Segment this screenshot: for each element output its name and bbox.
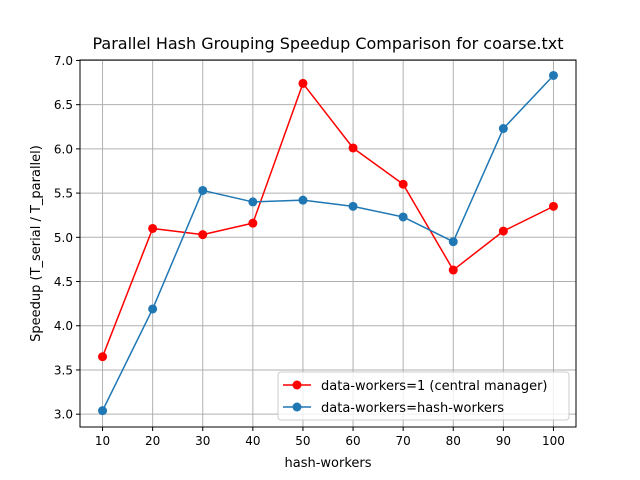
x-tick-label: 80 <box>446 434 461 448</box>
x-tick-label: 50 <box>295 434 310 448</box>
data-point-series-1 <box>348 201 358 211</box>
data-point-series-1 <box>298 195 308 205</box>
y-tick-label: 3.5 <box>54 363 73 377</box>
chart-title: Parallel Hash Grouping Speedup Compariso… <box>92 34 563 53</box>
data-point-series-0 <box>448 265 458 275</box>
x-tick-label: 20 <box>145 434 160 448</box>
y-tick-label: 3.0 <box>54 408 73 422</box>
series-layer <box>98 70 558 416</box>
x-tick-label: 70 <box>396 434 411 448</box>
x-tick-label: 90 <box>496 434 511 448</box>
data-point-series-0 <box>248 218 258 228</box>
series-line-0 <box>101 82 554 357</box>
legend-box <box>277 371 570 421</box>
data-point-series-1 <box>198 185 208 195</box>
series-line-1 <box>101 74 554 411</box>
y-axis-label: Speedup (T_serial / T_parallel) <box>29 145 44 342</box>
data-point-series-1 <box>98 406 108 416</box>
x-tick-label: 40 <box>245 434 260 448</box>
legend-label-hash-workers: data-workers=hash-workers <box>321 401 504 416</box>
data-point-series-1 <box>398 212 408 222</box>
data-point-series-0 <box>98 352 108 362</box>
y-tick-label: 5.0 <box>54 231 73 245</box>
x-tick-label: 10 <box>95 434 110 448</box>
data-point-series-0 <box>198 230 208 240</box>
y-tick-label: 6.5 <box>54 98 73 112</box>
legend-marker-hash-workers <box>292 402 302 412</box>
x-tick-label: 30 <box>195 434 210 448</box>
data-point-series-1 <box>248 197 258 207</box>
x-tick-label: 100 <box>542 434 565 448</box>
y-tick-label: 4.5 <box>54 275 73 289</box>
legend-label-central-manager: data-workers=1 (central manager) <box>321 379 548 394</box>
data-point-series-1 <box>548 70 558 80</box>
y-axis-ticks: 3.0 3.5 4.0 4.5 5.0 5.5 6.0 6.5 7.0 <box>54 54 80 422</box>
data-point-series-1 <box>498 124 508 134</box>
x-axis-label: hash-workers <box>284 456 371 471</box>
x-axis-ticks: 10 20 30 40 50 60 70 80 90 100 <box>95 427 565 448</box>
data-point-series-0 <box>348 143 358 153</box>
data-point-series-1 <box>148 304 158 314</box>
legend: data-workers=1 (central manager) data-wo… <box>277 371 570 421</box>
y-tick-label: 6.0 <box>54 142 73 156</box>
x-tick-label: 60 <box>345 434 360 448</box>
data-point-series-0 <box>548 201 558 211</box>
y-tick-label: 7.0 <box>54 54 73 68</box>
data-point-series-0 <box>298 78 308 88</box>
legend-marker-central-manager <box>292 380 302 390</box>
y-tick-label: 5.5 <box>54 187 73 201</box>
data-point-series-0 <box>148 223 158 233</box>
y-tick-label: 4.0 <box>54 319 73 333</box>
data-point-series-1 <box>448 237 458 247</box>
data-point-series-0 <box>398 179 408 189</box>
data-point-series-0 <box>498 226 508 236</box>
plot-frame <box>79 59 577 428</box>
